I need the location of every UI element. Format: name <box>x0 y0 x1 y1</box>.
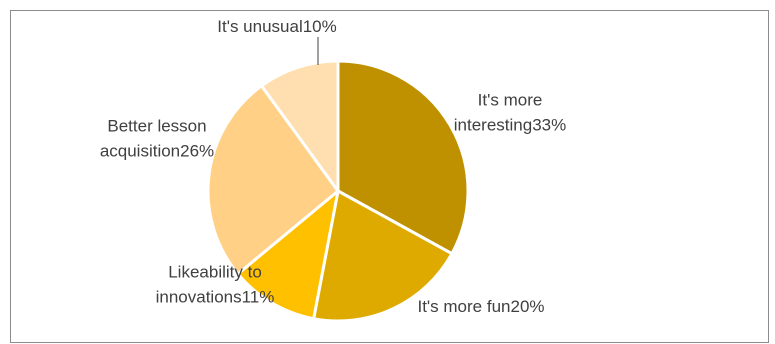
data-label-line: Better lesson <box>107 117 206 136</box>
data-label: It's more fun20% <box>417 297 544 316</box>
data-labels: It's more interesting33% It's more fun20% L… <box>100 17 566 316</box>
chart-area: It's more interesting33% It's more fun20% L… <box>10 10 769 343</box>
pie-slice <box>236 189 340 321</box>
pie-slice <box>312 189 454 323</box>
data-label-line: innovations11% <box>156 288 275 307</box>
pie-slice <box>336 59 470 256</box>
data-label-line: It's more fun20% <box>417 297 544 316</box>
data-label: It's more interesting33% <box>454 91 566 135</box>
pie-chart: It's more interesting33% It's more fun20% L… <box>100 17 566 323</box>
data-label-line: acquisition26% <box>100 142 214 161</box>
pie-slice <box>206 84 340 276</box>
data-label: Likeability to innovations11% <box>156 263 275 307</box>
data-label: It's unusual10% <box>217 17 337 36</box>
data-label-line: interesting33% <box>454 116 566 135</box>
pie-slice <box>260 59 340 193</box>
data-label-line: It's unusual10% <box>217 17 337 36</box>
data-label: Better lesson acquisition26% <box>100 117 214 161</box>
pie-slices <box>206 59 470 323</box>
data-label-line: It's more <box>478 91 543 110</box>
data-label-line: Likeability to <box>168 263 262 282</box>
